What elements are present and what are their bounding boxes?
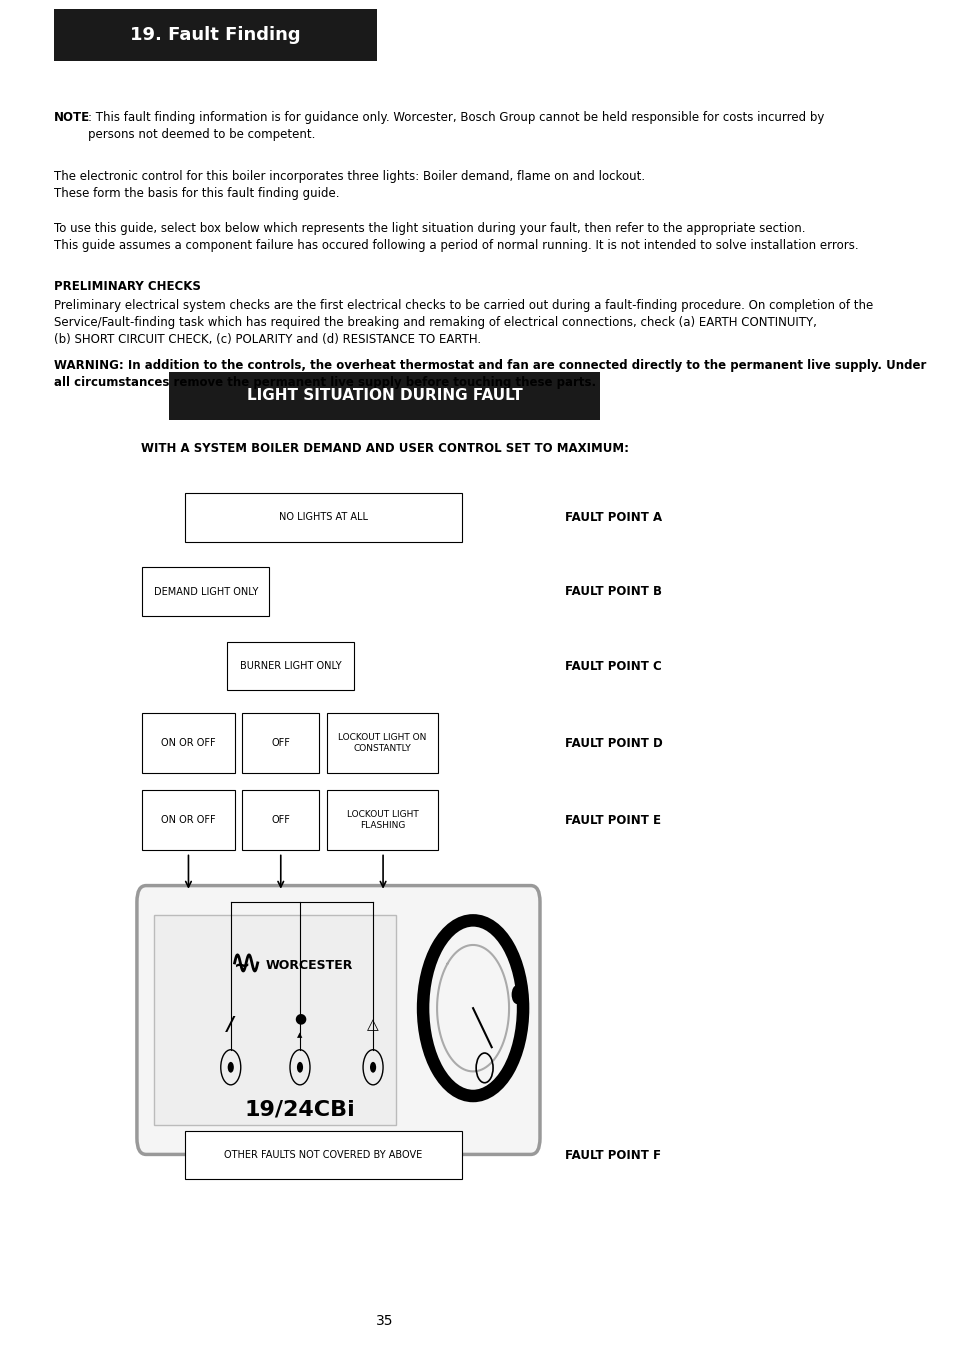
- Text: : This fault finding information is for guidance only. Worcester, Bosch Group ca: : This fault finding information is for …: [88, 111, 823, 141]
- Text: 19/24CBi: 19/24CBi: [244, 1100, 355, 1120]
- Text: /: /: [227, 1015, 234, 1035]
- FancyBboxPatch shape: [169, 372, 599, 420]
- FancyBboxPatch shape: [137, 886, 539, 1154]
- Text: To use this guide, select box below which represents the light situation during : To use this guide, select box below whic…: [53, 222, 858, 251]
- FancyBboxPatch shape: [142, 567, 269, 616]
- FancyBboxPatch shape: [153, 916, 395, 1124]
- Text: OFF: OFF: [271, 815, 290, 825]
- Circle shape: [228, 1062, 233, 1073]
- Text: △: △: [367, 1017, 378, 1032]
- FancyBboxPatch shape: [327, 713, 438, 773]
- FancyBboxPatch shape: [242, 713, 319, 773]
- FancyBboxPatch shape: [142, 713, 234, 773]
- Text: ~: ~: [233, 957, 251, 975]
- Text: LOCKOUT LIGHT ON
CONSTANTLY: LOCKOUT LIGHT ON CONSTANTLY: [338, 734, 426, 753]
- Text: ON OR OFF: ON OR OFF: [161, 815, 215, 825]
- Text: LIGHT SITUATION DURING FAULT: LIGHT SITUATION DURING FAULT: [247, 388, 522, 404]
- FancyBboxPatch shape: [227, 642, 354, 690]
- Text: WITH A SYSTEM BOILER DEMAND AND USER CONTROL SET TO MAXIMUM:: WITH A SYSTEM BOILER DEMAND AND USER CON…: [140, 442, 628, 455]
- Text: FAULT POINT C: FAULT POINT C: [565, 659, 661, 673]
- FancyBboxPatch shape: [53, 9, 376, 61]
- Text: NOTE: NOTE: [53, 111, 90, 124]
- Text: Preliminary electrical system checks are the first electrical checks to be carri: Preliminary electrical system checks are…: [53, 299, 872, 346]
- Text: FAULT POINT B: FAULT POINT B: [565, 585, 661, 598]
- Text: The electronic control for this boiler incorporates three lights: Boiler demand,: The electronic control for this boiler i…: [53, 170, 644, 200]
- FancyBboxPatch shape: [185, 493, 461, 542]
- Text: FAULT POINT D: FAULT POINT D: [565, 736, 662, 750]
- Text: WORCESTER: WORCESTER: [265, 959, 353, 973]
- Text: ●: ●: [294, 1011, 306, 1025]
- Circle shape: [511, 985, 522, 1004]
- FancyBboxPatch shape: [142, 790, 234, 850]
- Text: BURNER LIGHT ONLY: BURNER LIGHT ONLY: [239, 661, 341, 671]
- FancyBboxPatch shape: [327, 790, 438, 850]
- Circle shape: [370, 1062, 375, 1073]
- Text: FAULT POINT E: FAULT POINT E: [565, 813, 660, 827]
- Text: 35: 35: [375, 1315, 393, 1328]
- Text: FAULT POINT A: FAULT POINT A: [565, 511, 661, 524]
- Text: OFF: OFF: [271, 738, 290, 748]
- FancyBboxPatch shape: [185, 1131, 461, 1179]
- Text: PRELIMINARY CHECKS: PRELIMINARY CHECKS: [53, 280, 200, 293]
- Text: OTHER FAULTS NOT COVERED BY ABOVE: OTHER FAULTS NOT COVERED BY ABOVE: [224, 1150, 422, 1161]
- Text: 19. Fault Finding: 19. Fault Finding: [130, 26, 300, 45]
- Text: LOCKOUT LIGHT
FLASHING: LOCKOUT LIGHT FLASHING: [347, 811, 418, 830]
- Text: WARNING: In addition to the controls, the overheat thermostat and fan are connec: WARNING: In addition to the controls, th…: [53, 359, 925, 389]
- FancyBboxPatch shape: [242, 790, 319, 850]
- Text: ON OR OFF: ON OR OFF: [161, 738, 215, 748]
- Text: FAULT POINT F: FAULT POINT F: [565, 1148, 660, 1162]
- Text: NO LIGHTS AT ALL: NO LIGHTS AT ALL: [278, 512, 367, 523]
- Text: DEMAND LIGHT ONLY: DEMAND LIGHT ONLY: [153, 586, 257, 597]
- Text: ▲: ▲: [297, 1032, 302, 1039]
- Circle shape: [296, 1062, 303, 1073]
